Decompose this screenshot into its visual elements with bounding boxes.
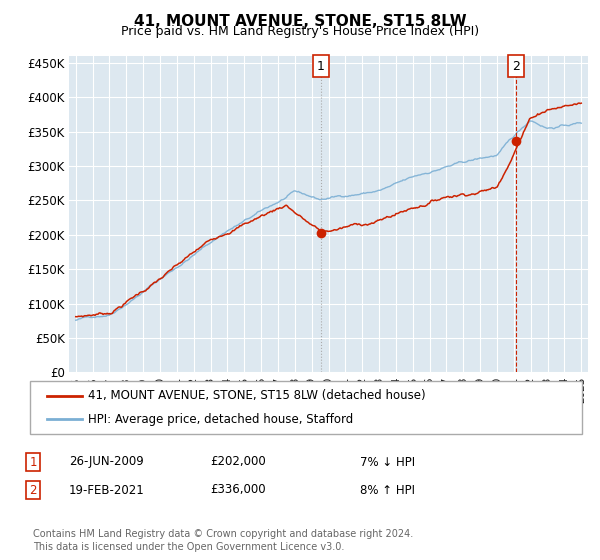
- FancyBboxPatch shape: [30, 381, 582, 434]
- Text: Price paid vs. HM Land Registry's House Price Index (HPI): Price paid vs. HM Land Registry's House …: [121, 25, 479, 38]
- Text: 1: 1: [317, 60, 325, 73]
- Text: 26-JUN-2009: 26-JUN-2009: [69, 455, 144, 469]
- Text: 41, MOUNT AVENUE, STONE, ST15 8LW: 41, MOUNT AVENUE, STONE, ST15 8LW: [134, 14, 466, 29]
- Text: HPI: Average price, detached house, Stafford: HPI: Average price, detached house, Staf…: [88, 413, 353, 426]
- Text: £336,000: £336,000: [210, 483, 266, 497]
- Text: 2: 2: [512, 60, 520, 73]
- Text: £202,000: £202,000: [210, 455, 266, 469]
- Text: Contains HM Land Registry data © Crown copyright and database right 2024.
This d: Contains HM Land Registry data © Crown c…: [33, 529, 413, 552]
- Text: 19-FEB-2021: 19-FEB-2021: [69, 483, 145, 497]
- Text: 41, MOUNT AVENUE, STONE, ST15 8LW (detached house): 41, MOUNT AVENUE, STONE, ST15 8LW (detac…: [88, 389, 425, 402]
- Text: 2: 2: [29, 483, 37, 497]
- Text: 7% ↓ HPI: 7% ↓ HPI: [360, 455, 415, 469]
- Text: 8% ↑ HPI: 8% ↑ HPI: [360, 483, 415, 497]
- Text: 1: 1: [29, 455, 37, 469]
